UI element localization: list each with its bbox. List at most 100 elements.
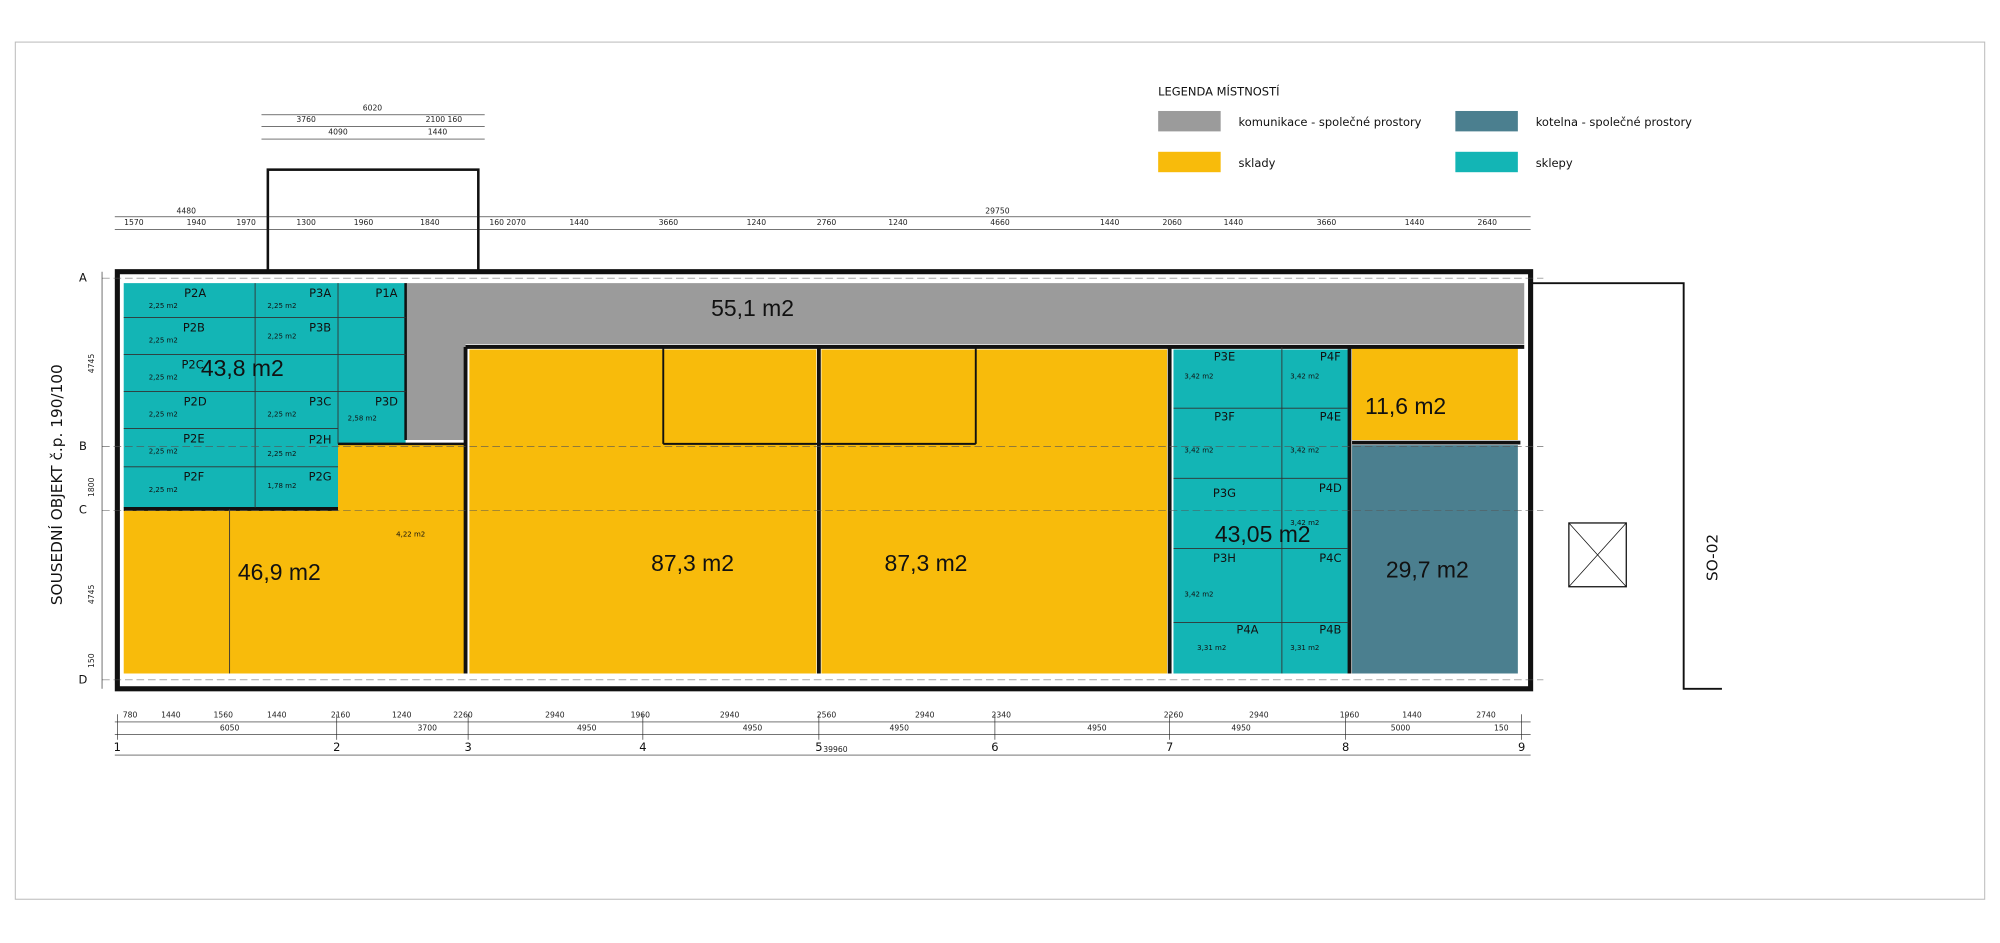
dimension-label: 1440 (428, 128, 448, 137)
dimension-label: 2260 (453, 711, 473, 720)
dimension-label: 160 2070 (489, 218, 526, 227)
grid-axis-label: 8 (1342, 740, 1349, 754)
dimension-label: 39960 (823, 745, 847, 754)
room-code: P2E (183, 431, 204, 445)
dimension-label: 4090 (328, 128, 348, 137)
dimension-label: 150 (87, 653, 96, 668)
room-code: P3F (1214, 410, 1235, 424)
room-code: P4D (1319, 481, 1342, 495)
dimension-label: 1560 (213, 711, 233, 720)
rooms (123, 283, 1525, 674)
dimension-label: 1440 (1405, 218, 1425, 227)
dimension-label: 1240 (747, 218, 767, 227)
labels: LEGENDA MÍSTNOSTÍ komunikace - společné p… (47, 83, 1722, 754)
dimension-label: 4745 (87, 354, 96, 374)
room-code: P3E (1214, 350, 1235, 364)
room-small-area: 3,42 m2 (1290, 518, 1319, 527)
room (123, 283, 406, 508)
dimension-label: 2060 (1162, 218, 1182, 227)
dimension-label: 1440 (161, 711, 181, 720)
room (1352, 346, 1518, 441)
room-small-area: 2,25 m2 (267, 410, 296, 419)
legend-label: sklepy (1536, 156, 1573, 170)
dimension-label: 3660 (659, 218, 679, 227)
room-area: 55,1 m2 (711, 295, 794, 321)
dimension-label: 2560 (817, 711, 837, 720)
dimension-label: 150 (1494, 723, 1509, 732)
dimension-label: 2260 (1164, 711, 1184, 720)
dimension-label: 2940 (720, 711, 740, 720)
dimension-label: 2940 (545, 711, 565, 720)
room-code: P2G (309, 470, 332, 484)
dimension-label: 29750 (985, 207, 1009, 216)
dimension-label: 4480 (176, 207, 196, 216)
room-code: P3B (309, 320, 331, 334)
room-code: P3H (1213, 551, 1236, 565)
room-small-area: 3,42 m2 (1290, 445, 1319, 454)
legend-label: komunikace - společné prostory (1239, 115, 1422, 129)
room-code: P2F (183, 470, 204, 484)
grid-axis-label: 6 (991, 740, 998, 754)
dimension-label: 2340 (992, 711, 1012, 720)
room (821, 349, 1168, 674)
legend-swatch (1455, 110, 1518, 132)
grid-axis-label: D (78, 672, 87, 686)
room-area: 43,05 m2 (1215, 521, 1311, 547)
room-small-area: 2,25 m2 (149, 447, 178, 456)
dimension-label: 2160 (331, 711, 351, 720)
room-small-area: 2,25 m2 (267, 301, 296, 310)
room-small-area: 2,25 m2 (149, 410, 178, 419)
dimension-label: 1440 (267, 711, 287, 720)
dimension-label: 3660 (1317, 218, 1337, 227)
legend-swatch (1455, 151, 1518, 173)
room-code: P2A (184, 286, 206, 300)
dimension-label: 1800 (87, 477, 96, 497)
room-code: P2C (181, 357, 203, 371)
room-area: 87,3 m2 (885, 550, 968, 576)
room-code: P3C (309, 394, 331, 408)
grid-axis-label: 2 (333, 740, 340, 754)
room-code: P3D (375, 394, 398, 408)
dimension-label: 1840 (420, 218, 440, 227)
room-code: P3G (1213, 486, 1236, 500)
grid-axis-label: A (79, 271, 87, 285)
grid-axis-label: C (79, 503, 87, 517)
legend-swatch (1158, 151, 1221, 173)
dimension-label: 6020 (363, 103, 383, 112)
grid-axis-label: 4 (639, 740, 646, 754)
dimension-label: 1240 (392, 711, 412, 720)
legend-label: kotelna - společné prostory (1536, 115, 1692, 129)
dimension-label: 1300 (296, 218, 316, 227)
stair-line (1568, 522, 1627, 587)
grid-axis-label: 5 (815, 740, 822, 754)
room-small-area: 4,22 m2 (396, 529, 425, 538)
entrance-wall (266, 168, 480, 273)
room-code: P1A (375, 286, 397, 300)
room-code: P3A (309, 286, 331, 300)
room-area: 29,7 m2 (1386, 556, 1469, 582)
dimension-label: 3760 (296, 115, 316, 124)
legend-swatch (1158, 110, 1221, 132)
room-small-area: 2,25 m2 (267, 332, 296, 341)
room-small-area: 3,31 m2 (1290, 643, 1319, 652)
dimension-label: 2940 (1249, 711, 1269, 720)
grid-axis-label: 1 (114, 740, 121, 754)
room-code: P2B (183, 320, 205, 334)
room-area: 43,8 m2 (201, 355, 284, 381)
outer-wall (114, 269, 1534, 692)
room-small-area: 2,58 m2 (348, 413, 377, 422)
dimension-label: 2740 (1476, 711, 1496, 720)
grid-axis-label: 7 (1166, 740, 1173, 754)
dimension-label: 1440 (569, 218, 589, 227)
room-code: P2H (309, 433, 332, 447)
grid-axis-label: B (79, 439, 87, 453)
room (469, 349, 817, 674)
legend-title: LEGENDA MÍSTNOSTÍ (1158, 83, 1280, 98)
dimension-label: 4745 (87, 585, 96, 605)
dimension-label: 1440 (1402, 711, 1422, 720)
dimension-label: 1940 (187, 218, 207, 227)
room-code: P4B (1319, 623, 1341, 637)
dimension-label: 5000 (1391, 723, 1411, 732)
